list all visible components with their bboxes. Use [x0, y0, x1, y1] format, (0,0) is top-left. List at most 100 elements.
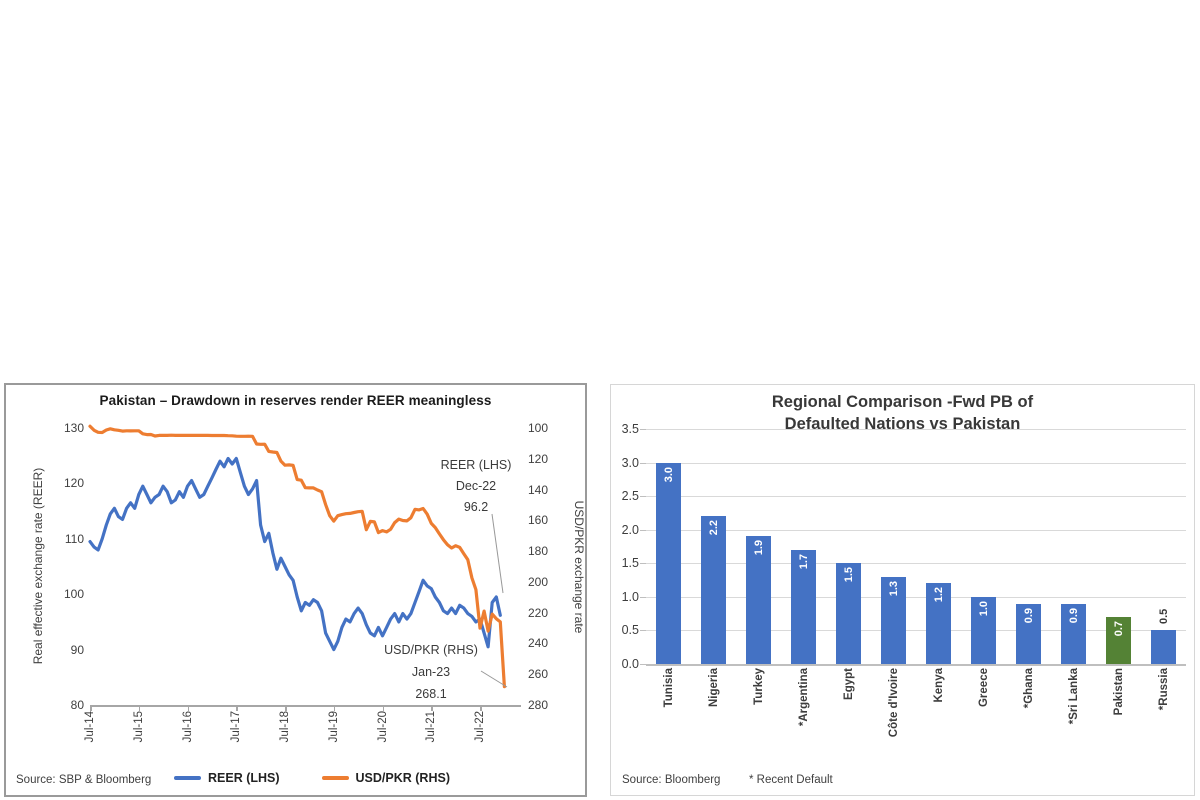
y-right-tick-label: 200 [528, 574, 549, 589]
bar--argentina [791, 549, 816, 664]
x-axis-tick-label: Jul-17 [230, 711, 243, 743]
usdpkr-legend-swatch [321, 776, 349, 780]
category-label: *Sri Lanka [1067, 668, 1080, 725]
right-chart-title-line2: Defaulted Nations vs Pakistan [784, 415, 1021, 433]
bar-chart-y-tick-label: 3.0 [621, 455, 639, 470]
x-axis-tick [187, 706, 189, 711]
x-axis-tick [480, 706, 482, 711]
bar-chart-y-tick-label: 0.5 [621, 623, 639, 638]
annotation-series: USD/PKR (RHS) [384, 643, 478, 657]
usdpkr-leader-line [480, 670, 508, 688]
annotation-series: REER (LHS) [440, 458, 512, 472]
line-plot-area [88, 424, 508, 689]
bar--russia [1151, 630, 1176, 664]
reer-legend-label: REER (LHS) [208, 771, 280, 785]
left-chart-legend: REER (LHS) USD/PKR (RHS) [174, 771, 450, 785]
bar-c-te-d-ivoire [881, 576, 906, 664]
gridline [646, 563, 1186, 565]
usdpkr-legend-label: USD/PKR (RHS) [355, 771, 450, 785]
x-axis-tick [382, 706, 384, 711]
category-label: Pakistan [1112, 668, 1125, 716]
category-label: Turkey [752, 668, 765, 705]
bar-value-label: 1.5 [842, 567, 855, 583]
left-chart-title: Pakistan – Drawdown in reserves render R… [99, 393, 492, 408]
bar-turkey [746, 536, 771, 664]
y-right-tick-label: 260 [528, 667, 549, 682]
bar-value-label: 3.0 [662, 466, 675, 482]
y-axis-tickmark [640, 596, 646, 598]
reer-legend-swatch [174, 776, 201, 780]
legend-item-usdpkr: USD/PKR (RHS) [321, 771, 450, 785]
y-right-tick-label: 280 [528, 698, 549, 713]
x-axis-line [90, 705, 521, 707]
x-axis-tick [431, 706, 433, 711]
category-label: *Russia [1157, 668, 1170, 711]
gridline [646, 596, 1186, 598]
gridline [646, 529, 1186, 531]
left-chart-source: Source: SBP & Bloomberg [16, 774, 152, 786]
y-right-tick-label: 180 [528, 544, 549, 559]
y-right-tick-label: 160 [528, 513, 549, 528]
category-label: Kenya [932, 668, 945, 703]
bar-chart-y-tick-label: 2.5 [621, 489, 639, 504]
gridline [646, 462, 1186, 464]
annotation-value: 268.1 [415, 687, 447, 701]
y-left-tick-label: 110 [64, 531, 84, 546]
bar-value-label: 2.2 [707, 520, 720, 536]
bar-chart-y-tick-label: 2.0 [621, 522, 639, 537]
y-left-tick-label: 130 [63, 421, 84, 435]
bar-kenya [926, 583, 951, 664]
x-axis-tick-label: Jul-16 [181, 711, 194, 743]
right-y-axis-title: USD/PKR exchange rate [572, 500, 586, 634]
category-label: Egypt [842, 668, 855, 700]
category-label: *Ghana [1022, 668, 1035, 709]
y-right-tick-label: 220 [528, 605, 549, 620]
bar-tunisia [656, 462, 681, 664]
recent-default-note: * Recent Default [749, 774, 833, 786]
x-axis-tick-label: Jul-15 [132, 711, 145, 743]
y-axis-tickmark [640, 529, 646, 531]
bar-pakistan [1106, 617, 1131, 664]
category-label: Nigeria [707, 668, 720, 707]
y-axis-tickmark [640, 496, 646, 498]
bar-greece [971, 596, 996, 664]
x-axis-tick [236, 706, 238, 711]
bar-chart-y-tick-label: 1.5 [621, 556, 639, 571]
x-axis-tick [285, 706, 287, 711]
y-right-tick-label: 120 [528, 451, 549, 466]
left-y-axis-title: Real effective exchange rate (REER) [31, 467, 45, 665]
bar--sri-lanka [1061, 603, 1086, 664]
usdpkr-line-series [88, 424, 506, 689]
y-axis-tickmark [640, 630, 646, 632]
bar-chart-y-tick-label: 1.0 [621, 589, 639, 604]
gridline [646, 496, 1186, 498]
x-axis-tick-label: Jul-19 [327, 711, 340, 743]
category-label: Greece [977, 668, 990, 708]
bar-egypt [836, 563, 861, 664]
annotation-period: Jan-23 [411, 665, 451, 679]
bar-value-label: 1.0 [977, 600, 990, 617]
bar-value-label: 1.3 [887, 580, 900, 596]
y-left-tick-label: 100 [63, 587, 84, 602]
y-right-tick-label: 240 [528, 636, 549, 651]
y-axis-tickmark [640, 462, 646, 464]
x-axis-tick-label: Jul-14 [84, 711, 96, 743]
y-left-tick-label: 120 [63, 476, 84, 491]
regional-comparison-bar-chart: Regional Comparison -Fwd PB of Defaulted… [610, 384, 1195, 796]
y-axis-tickmark [640, 563, 646, 565]
y-right-tick-label: 100 [528, 421, 549, 435]
bar-value-label: 1.7 [797, 553, 810, 570]
bar-chart-y-tick-label: 0.0 [621, 657, 639, 671]
x-axis-tick [333, 706, 336, 711]
reer-line-series [88, 456, 502, 652]
x-axis-tick-label: Jul-21 [425, 711, 438, 743]
bar-value-label: 0.9 [1022, 607, 1035, 623]
category-label: Côte d'Ivoire [887, 668, 900, 738]
category-label: Tunisia [662, 668, 675, 708]
annotation-value: 96.2 [463, 500, 489, 514]
bar-value-label: 0.5 [1157, 609, 1170, 625]
x-axis-tick [138, 706, 141, 711]
category-label: *Argentina [797, 668, 810, 727]
gridline [646, 630, 1186, 632]
usdpkr-end-annotation: USD/PKR (RHS) Jan-23 268.1 [356, 639, 506, 705]
